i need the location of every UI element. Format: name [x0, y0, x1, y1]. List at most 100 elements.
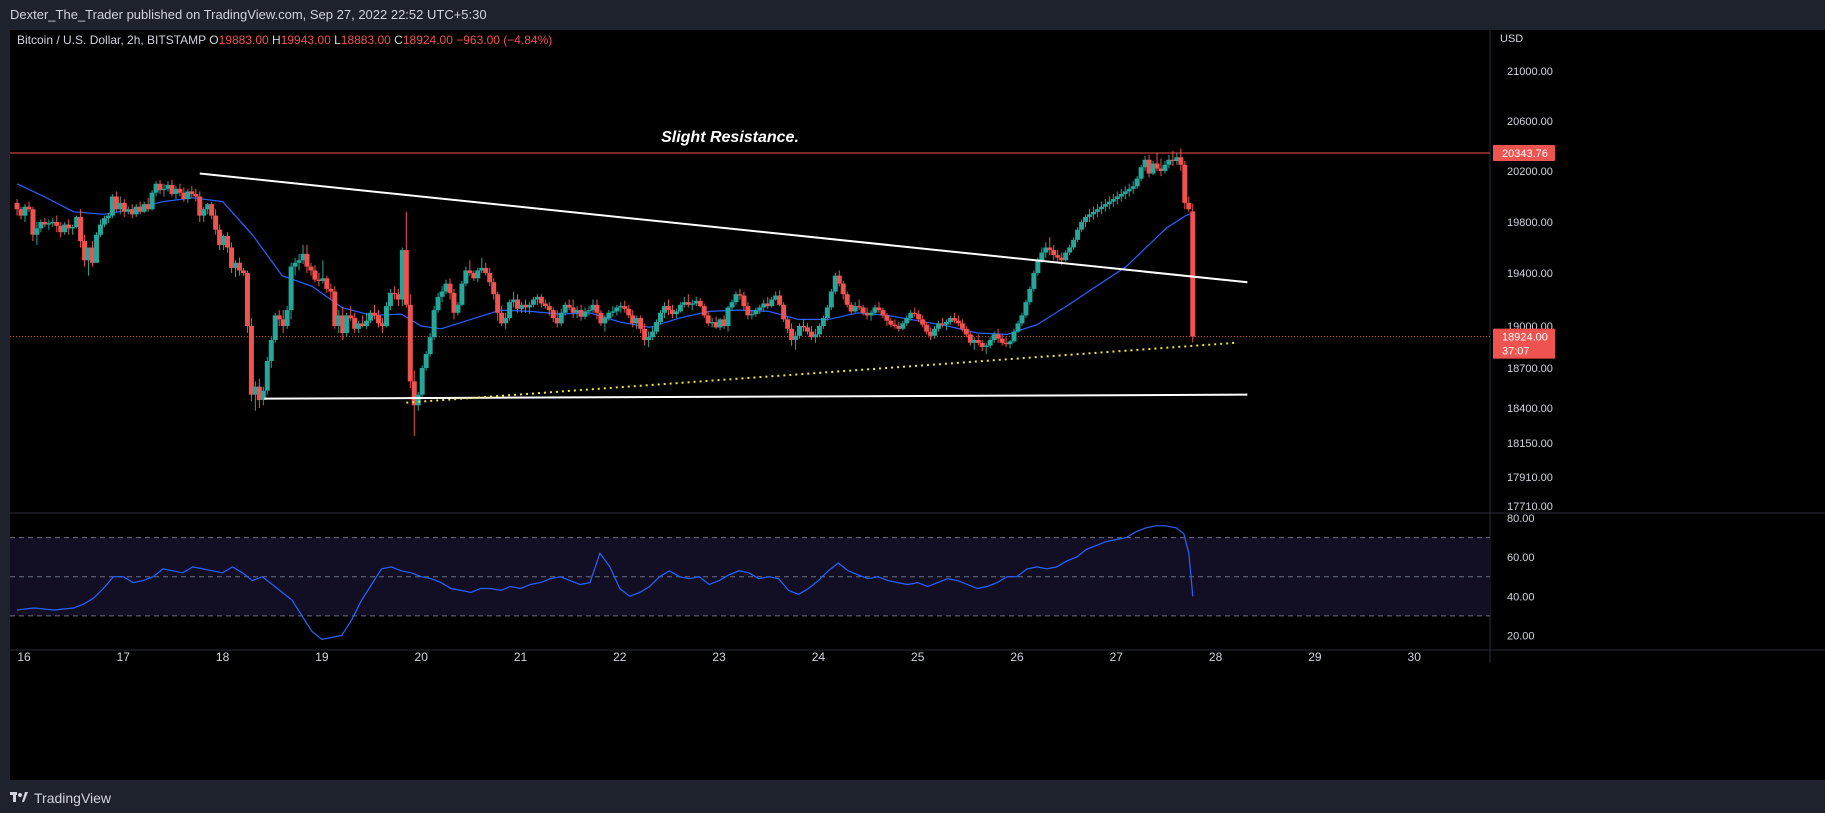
candle-body — [1039, 252, 1045, 261]
price-tick-label: 20600.00 — [1507, 116, 1553, 128]
candle-body — [256, 386, 262, 400]
publisher-line: Dexter_The_Trader published on TradingVi… — [10, 7, 487, 22]
date-tick-label: 26 — [1010, 650, 1024, 664]
candle-body — [113, 196, 119, 210]
candle-body — [213, 215, 219, 230]
candle-body — [737, 294, 743, 296]
candle-body — [316, 279, 322, 281]
candle-body — [928, 331, 934, 336]
date-tick-label: 25 — [911, 650, 925, 664]
candle-body — [932, 328, 938, 336]
candle-body — [364, 320, 370, 326]
candle-body — [880, 310, 886, 316]
candle-body — [54, 222, 60, 226]
candle-body — [669, 310, 675, 315]
candle-body — [1019, 315, 1025, 324]
candle-body — [42, 222, 48, 225]
candle-body — [463, 270, 469, 284]
candle-body — [955, 320, 961, 324]
candle-body — [1110, 199, 1116, 202]
resistance-price-badge — [1493, 145, 1555, 162]
candle-body — [797, 326, 803, 336]
chart-frame[interactable]: Bitcoin / U.S. Dollar, 2h, BITSTAMP O198… — [10, 30, 1825, 780]
candle-body — [979, 342, 985, 347]
currency-label: USD — [1500, 33, 1523, 45]
candle-body — [638, 318, 644, 329]
candle-body — [268, 340, 274, 361]
candle-body — [947, 318, 953, 323]
candle-body — [1182, 164, 1188, 203]
candle-body — [852, 306, 858, 312]
candle-body — [943, 322, 949, 325]
candle-body — [137, 206, 143, 212]
date-tick-label: 22 — [613, 650, 627, 664]
date-tick-label: 17 — [117, 650, 131, 664]
price-tick-label: 19400.00 — [1507, 268, 1553, 280]
candlestick-chart[interactable]: Bitcoin / U.S. Dollar, 2h, BITSTAMP O198… — [10, 30, 1825, 780]
candle-body — [1079, 222, 1085, 230]
candle-body — [967, 334, 973, 343]
candle-body — [344, 315, 350, 333]
candle-body — [507, 302, 513, 319]
candle-body — [1118, 193, 1124, 197]
candle-body — [1094, 209, 1100, 212]
candle-body — [499, 312, 505, 324]
date-tick-label: 27 — [1110, 650, 1124, 664]
last-price-value: 18924.00 — [1502, 332, 1548, 344]
candle-body — [260, 390, 266, 400]
candle-body — [538, 296, 544, 304]
candle-body — [225, 236, 231, 248]
symbol-legend[interactable]: Bitcoin / U.S. Dollar, 2h, BITSTAMP O198… — [17, 33, 552, 47]
candle-body — [312, 270, 318, 280]
candle-body — [812, 334, 818, 338]
candle-body — [1007, 341, 1013, 345]
candle-body — [487, 273, 493, 283]
candle-body — [129, 209, 135, 215]
candle-body — [189, 191, 195, 194]
candle-body — [761, 303, 767, 308]
bar-countdown: 37:07 — [1502, 346, 1530, 358]
candle-body — [387, 292, 393, 307]
candle-body — [1083, 216, 1089, 222]
candle-body — [677, 304, 683, 312]
candle-body — [618, 306, 624, 308]
candle-body — [721, 319, 727, 326]
candle-body — [395, 294, 401, 300]
candle-body — [117, 202, 123, 210]
candle-body — [868, 312, 874, 316]
candle-body — [665, 306, 671, 311]
candle-body — [292, 262, 298, 267]
resistance-price-value: 20343.76 — [1502, 148, 1548, 160]
candle-body — [62, 224, 68, 233]
candle-body — [856, 306, 862, 308]
date-tick-label: 18 — [216, 650, 230, 664]
candle-body — [459, 283, 465, 305]
candle-body — [570, 307, 576, 313]
candle-body — [1003, 342, 1009, 345]
candle-body — [673, 311, 679, 315]
candle-body — [1011, 331, 1017, 342]
footer-brand: TradingView — [34, 790, 112, 806]
candle-body — [689, 303, 695, 305]
candle-body — [403, 250, 409, 305]
candle-body — [685, 302, 691, 305]
candle-body — [244, 273, 250, 326]
tradingview-logo[interactable]: TradingView — [10, 790, 111, 806]
date-tick-label: 20 — [415, 650, 429, 664]
candle-body — [173, 188, 179, 194]
candle-body — [1102, 204, 1108, 207]
candle-body — [1170, 159, 1176, 161]
candle-body — [284, 310, 290, 326]
candle-body — [82, 241, 88, 261]
candle-body — [415, 394, 421, 406]
candle-body — [574, 310, 580, 313]
candle-body — [22, 206, 28, 216]
candle-body — [1154, 163, 1160, 169]
candle-body — [884, 315, 890, 321]
candle-body — [610, 311, 616, 313]
candle-body — [1090, 211, 1096, 215]
candle-body — [205, 204, 211, 210]
candle-body — [1031, 273, 1037, 289]
candle-body — [133, 206, 139, 215]
candle-body — [785, 319, 791, 329]
